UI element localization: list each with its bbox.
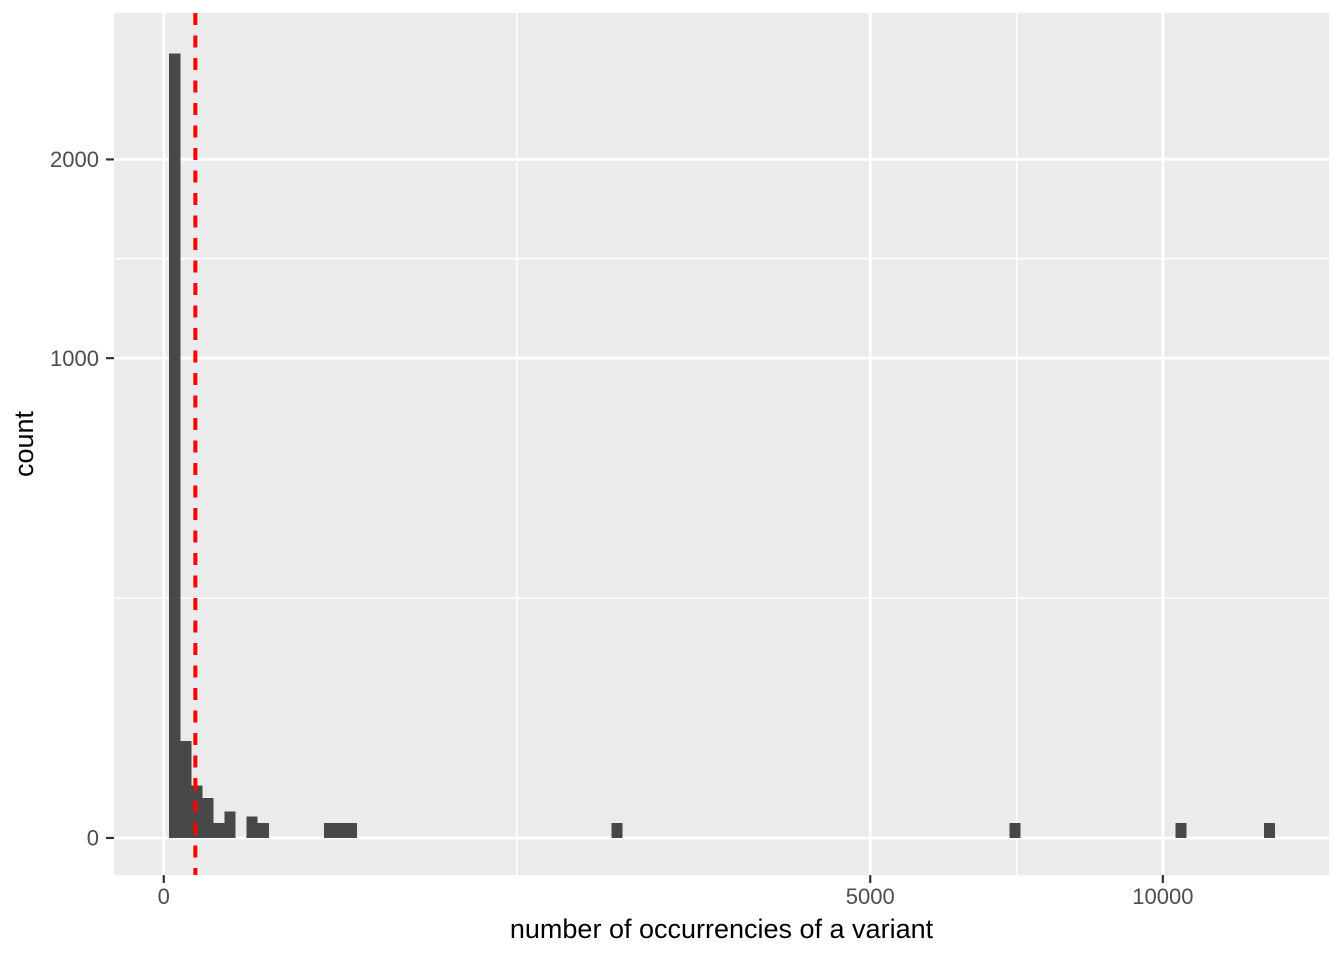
- histogram-bar: [224, 811, 236, 838]
- histogram-bar: [169, 53, 181, 838]
- x-axis-tick-label: 10000: [1132, 884, 1193, 909]
- x-axis-tick-label: 5000: [846, 884, 895, 909]
- histogram-bar: [323, 822, 336, 838]
- histogram-bar: [1009, 822, 1021, 838]
- histogram-bar: [346, 822, 358, 838]
- histogram-bar: [257, 822, 269, 838]
- plot-panel: [114, 13, 1329, 875]
- histogram-bar: [1263, 822, 1275, 838]
- histogram-bar: [611, 822, 623, 838]
- histogram-bar: [246, 816, 258, 838]
- histogram-bar: [180, 740, 192, 838]
- histogram-bar: [202, 797, 214, 838]
- y-axis-tick-label: 2000: [50, 147, 99, 172]
- histogram-bar: [1175, 822, 1187, 838]
- histogram-bar: [213, 822, 225, 838]
- y-axis-tick-label: 0: [87, 826, 99, 851]
- histogram-bar: [335, 822, 347, 838]
- x-axis-tick-label: 0: [158, 884, 170, 909]
- x-axis-title: number of occurrencies of a variant: [510, 914, 934, 944]
- y-axis-tick-label: 1000: [50, 346, 99, 371]
- y-axis-title: count: [9, 410, 39, 477]
